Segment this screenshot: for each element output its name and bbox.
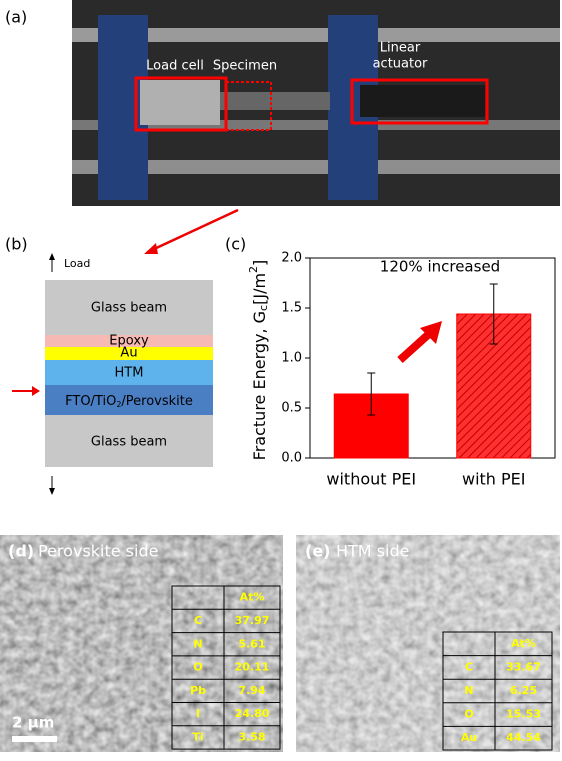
scale-bar: [12, 736, 57, 742]
x-tick-label: without PEI: [326, 470, 416, 489]
text: 2: [247, 266, 260, 273]
y-tick-label: 2.0: [281, 251, 302, 266]
layer-label: Glass beam: [91, 301, 167, 316]
text: FTO/TiO: [65, 394, 116, 409]
y-tick-label: 0.0: [281, 451, 302, 466]
table-header: At%: [511, 637, 536, 650]
table-cell: C: [465, 660, 473, 673]
arrow: [12, 386, 40, 396]
table-cell: 15.53: [506, 708, 541, 721]
layer-label: HTM: [115, 366, 144, 381]
layer-label: Glass beam: [91, 435, 167, 450]
table-cell: 3.58: [238, 730, 265, 743]
table-cell: O: [464, 708, 473, 721]
table-cell: Ti: [192, 730, 203, 743]
table-cell: 44.54: [506, 731, 541, 744]
y-tick-label: 1.0: [281, 351, 302, 366]
table-cell: O: [193, 661, 202, 674]
table-cell: 6.25: [510, 684, 537, 697]
table-header: At%: [240, 591, 265, 604]
table-cell: N: [464, 684, 473, 697]
figure: (a) Load cell Specimen Linear actuator (…: [0, 0, 562, 761]
photo-label: Linear: [380, 41, 421, 56]
load-arrow: [49, 476, 55, 495]
y-tick-label: 1.5: [281, 301, 302, 316]
table-cell: N: [193, 637, 202, 650]
arrow: [400, 321, 442, 360]
table-cell: 20.11: [235, 661, 270, 674]
table-cell: Pb: [190, 684, 206, 697]
y-tick-label: 0.5: [281, 401, 302, 416]
photo-label: Load cell: [146, 59, 204, 74]
panel-title: Perovskite side: [38, 542, 158, 561]
arrow: [144, 210, 238, 254]
x-tick-label: with PEI: [462, 470, 526, 489]
panel-title: HTM side: [336, 542, 409, 561]
table-cell: I: [196, 707, 200, 720]
text: /Perovskite: [121, 394, 192, 409]
text: [J/m: [250, 273, 269, 305]
text: Fracture Energy, G: [250, 311, 269, 460]
load-label: Load: [64, 257, 90, 270]
panel-label: (d): [8, 542, 34, 561]
table-cell: 37.97: [235, 614, 270, 627]
table-cell: 5.61: [238, 637, 265, 650]
photo-label: actuator: [373, 57, 428, 72]
photo: [72, 0, 560, 206]
text: ]: [250, 260, 269, 266]
scale-label: 2 μm: [12, 714, 54, 732]
layer-label: FTO/TiO2/Perovskite: [65, 394, 193, 409]
load-arrow: [49, 253, 55, 272]
table-cell: Au: [461, 731, 477, 744]
panel-label: (b): [5, 235, 28, 254]
table-cell: 24.80: [235, 707, 270, 720]
photo-label: Specimen: [213, 59, 277, 74]
panel-label: (e): [305, 542, 330, 561]
y-axis-label: Fracture Energy, Gc[J/m2]: [247, 260, 270, 461]
table-cell: C: [194, 614, 202, 627]
annotation: 120% increased: [380, 258, 500, 276]
layer-label: Au: [120, 346, 137, 361]
table-cell: 7.94: [238, 684, 265, 697]
panel-label: (a): [5, 8, 27, 27]
panel-label: (c): [225, 235, 246, 254]
table-cell: 33.67: [506, 660, 541, 673]
